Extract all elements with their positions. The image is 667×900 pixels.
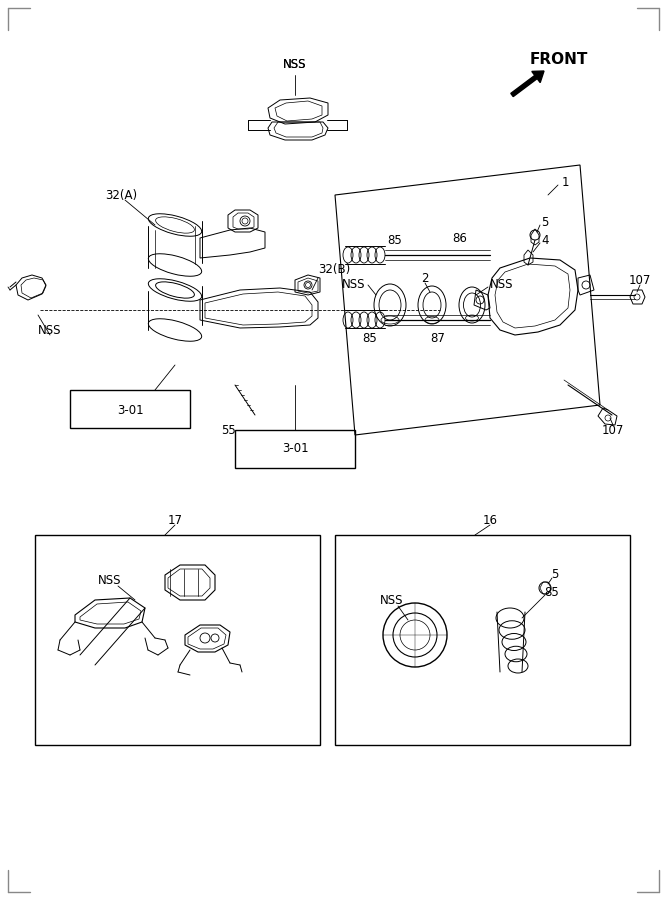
Text: 3-01: 3-01 xyxy=(281,442,308,454)
Text: 107: 107 xyxy=(629,274,651,286)
Bar xyxy=(235,430,355,468)
FancyArrow shape xyxy=(511,71,544,96)
Text: 32(A): 32(A) xyxy=(105,188,137,202)
Text: NSS: NSS xyxy=(490,278,514,292)
Text: 16: 16 xyxy=(482,514,498,526)
Text: 87: 87 xyxy=(431,331,446,345)
Text: 107: 107 xyxy=(602,424,624,436)
Text: 32(B): 32(B) xyxy=(318,264,350,276)
Text: NSS: NSS xyxy=(98,573,122,587)
Text: 1: 1 xyxy=(561,176,569,188)
Text: NSS: NSS xyxy=(380,593,404,607)
Text: 4: 4 xyxy=(541,233,549,247)
Text: FRONT: FRONT xyxy=(530,52,588,68)
Text: 85: 85 xyxy=(545,586,560,598)
Text: 55: 55 xyxy=(221,424,235,436)
Text: 3-01: 3-01 xyxy=(117,403,143,417)
Text: 85: 85 xyxy=(388,233,402,247)
Text: NSS: NSS xyxy=(283,58,307,71)
Bar xyxy=(70,390,190,428)
Text: 5: 5 xyxy=(542,215,549,229)
Text: 86: 86 xyxy=(453,231,468,245)
Text: NSS: NSS xyxy=(38,323,61,337)
Text: NSS: NSS xyxy=(342,278,365,292)
Text: 17: 17 xyxy=(167,514,183,526)
Bar xyxy=(335,535,630,745)
Text: NSS: NSS xyxy=(283,58,307,71)
Text: 85: 85 xyxy=(363,331,378,345)
Bar xyxy=(35,535,320,745)
Text: 5: 5 xyxy=(552,569,559,581)
Text: 2: 2 xyxy=(422,272,429,284)
